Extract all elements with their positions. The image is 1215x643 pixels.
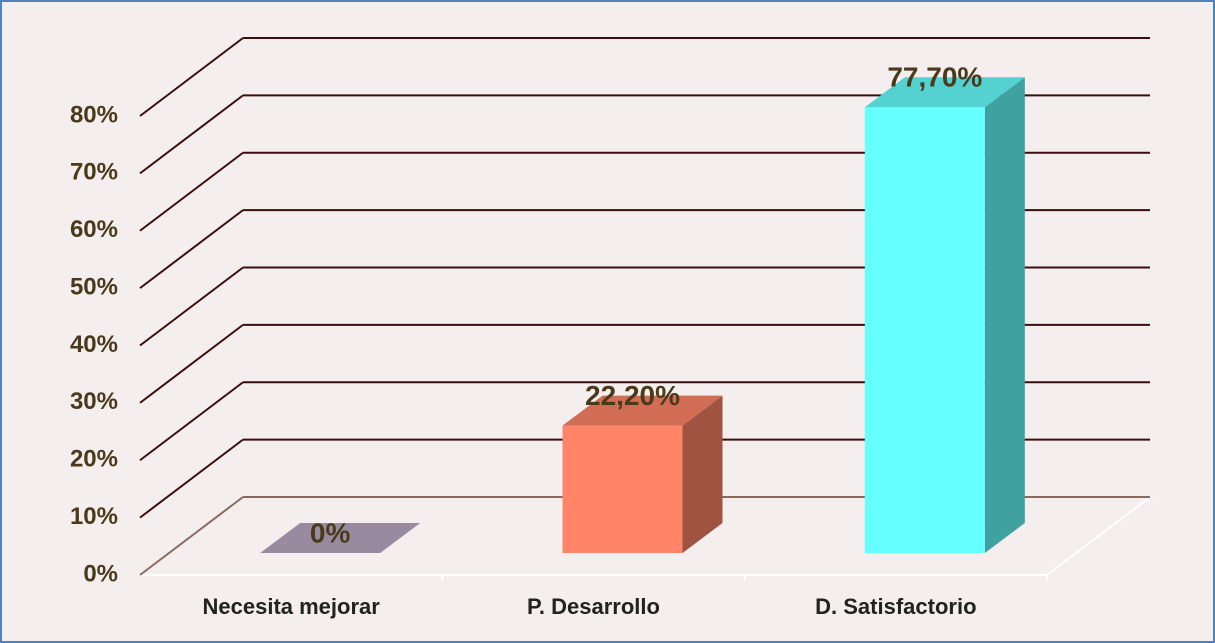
- grid-line: [139, 37, 244, 117]
- x-tick-label: D. Satisfactorio: [815, 594, 976, 619]
- value-label: 22,20%: [585, 380, 680, 411]
- y-tick-label: 0%: [83, 560, 118, 587]
- x-tick-label: P. Desarrollo: [527, 594, 660, 619]
- y-tick-label: 30%: [70, 388, 118, 415]
- y-tick-label: 20%: [70, 446, 118, 473]
- grid-line: [139, 209, 244, 289]
- x-tick-label: Necesita mejorar: [203, 594, 381, 619]
- y-tick-label: 10%: [70, 503, 118, 530]
- y-tick-label: 50%: [70, 273, 118, 300]
- grid-line: [139, 496, 244, 576]
- bar-top: [260, 523, 421, 553]
- grid-line: [139, 266, 244, 347]
- y-tick-label: 70%: [70, 159, 118, 186]
- y-tick-label: 60%: [70, 216, 118, 243]
- bar: [562, 425, 683, 553]
- bar-side: [984, 77, 1025, 553]
- y-tick-label: 40%: [70, 331, 118, 358]
- bar: [864, 107, 985, 553]
- grid-line: [139, 151, 244, 232]
- grid-line: [139, 381, 244, 462]
- value-label: 0%: [310, 517, 351, 548]
- bar-top: [864, 77, 1025, 108]
- value-label: 77,70%: [887, 62, 982, 93]
- grid-line: [139, 94, 244, 175]
- bar-top: [562, 395, 723, 426]
- bar-side: [682, 395, 723, 553]
- y-tick-label: 80%: [70, 101, 118, 128]
- grid-line: [139, 438, 244, 519]
- grid-line: [139, 324, 244, 404]
